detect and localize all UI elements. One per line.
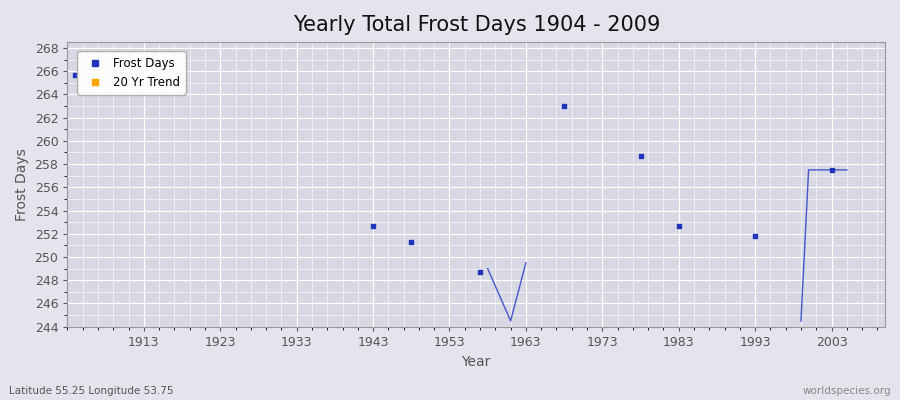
Text: Latitude 55.25 Longitude 53.75: Latitude 55.25 Longitude 53.75 xyxy=(9,386,174,396)
Point xyxy=(472,269,487,275)
Point xyxy=(824,167,839,173)
Point xyxy=(404,239,419,245)
Point xyxy=(366,222,381,229)
Point xyxy=(634,153,648,159)
Legend: Frost Days, 20 Yr Trend: Frost Days, 20 Yr Trend xyxy=(77,51,185,94)
Point xyxy=(748,233,762,239)
Title: Yearly Total Frost Days 1904 - 2009: Yearly Total Frost Days 1904 - 2009 xyxy=(292,15,660,35)
Text: worldspecies.org: worldspecies.org xyxy=(803,386,891,396)
Point xyxy=(68,72,82,78)
X-axis label: Year: Year xyxy=(462,355,490,369)
Point xyxy=(671,222,686,229)
Y-axis label: Frost Days: Frost Days xyxy=(15,148,29,221)
Point xyxy=(557,103,572,109)
